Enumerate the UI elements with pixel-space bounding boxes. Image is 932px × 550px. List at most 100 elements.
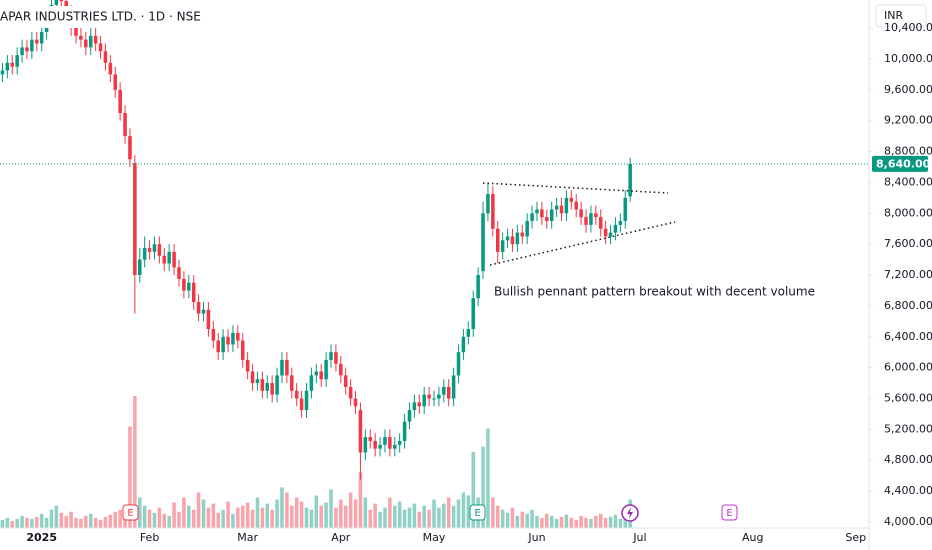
volume-bar — [10, 520, 15, 528]
candle-body — [260, 379, 265, 391]
volume-bar — [383, 507, 387, 528]
x-tick-label: Jun — [527, 531, 545, 544]
volume-bar — [44, 517, 49, 528]
candle-body — [98, 43, 103, 52]
volume-bar — [15, 518, 19, 528]
candle-body — [304, 390, 309, 411]
candle-body — [20, 47, 24, 56]
volume-bar — [59, 512, 64, 528]
candle-body — [290, 375, 294, 391]
candle-body — [299, 398, 304, 411]
candle-body — [314, 371, 319, 376]
volume-bar — [113, 511, 118, 528]
volume-bar — [79, 518, 83, 528]
volume-bar — [594, 515, 598, 528]
candle-body — [216, 340, 220, 353]
volume-bar — [446, 497, 451, 528]
volume-bar — [461, 492, 466, 528]
y-tick-label: 8,800.00 — [884, 145, 932, 158]
y-tick-label: 8,000.00 — [884, 206, 932, 219]
volume-bar — [334, 507, 338, 528]
volume-bar — [466, 495, 471, 528]
y-tick-label: 6,800.00 — [884, 299, 932, 312]
volume-bar — [275, 499, 279, 528]
y-tick-label: 6,400.00 — [884, 330, 932, 343]
event-badge[interactable] — [122, 504, 139, 521]
volume-bar — [495, 505, 500, 528]
volume-bar — [64, 515, 68, 528]
volume-bar — [211, 503, 216, 528]
volume-bar — [554, 518, 559, 528]
candle-body — [231, 332, 235, 345]
candle-body — [442, 386, 446, 395]
volume-bar — [187, 505, 191, 528]
volume-bar — [147, 509, 152, 528]
candle-body — [133, 163, 137, 276]
candle-body — [108, 62, 113, 75]
volume-bar — [221, 509, 225, 528]
candle-body — [265, 383, 270, 391]
volume-bar — [142, 505, 147, 528]
candle-body — [343, 375, 348, 387]
event-badge[interactable] — [721, 504, 738, 521]
volume-bar — [407, 507, 412, 528]
volume-bar — [270, 509, 274, 528]
volume-bar — [162, 513, 167, 528]
volume-bar — [437, 507, 441, 528]
volume-bar — [35, 516, 39, 528]
volume-bar — [422, 505, 426, 528]
candle-body — [412, 402, 417, 411]
volume-bar — [157, 507, 162, 528]
volume-bar — [598, 513, 603, 528]
candle-body — [226, 336, 230, 345]
candle-body — [471, 298, 475, 330]
volume-bar — [608, 516, 613, 528]
chart-title: APAR INDUSTRIES LTD. · 1D · NSE — [0, 10, 201, 24]
candle-body — [196, 302, 201, 314]
candle-body — [324, 359, 328, 380]
candle-body — [589, 213, 593, 225]
candle-body — [142, 248, 147, 260]
annotation: Bullish pennant pattern breakout with de… — [494, 285, 815, 299]
candle-body — [486, 194, 490, 214]
candle-body — [495, 228, 500, 252]
volume-bar — [481, 446, 485, 528]
event-badge[interactable] — [469, 504, 486, 521]
volume-bar — [152, 512, 157, 528]
candle-body — [285, 359, 289, 376]
candle-body — [540, 209, 544, 218]
volume-bar — [196, 492, 201, 528]
volume-bar — [309, 509, 314, 528]
candle-body — [309, 375, 314, 391]
candle-body — [564, 197, 569, 214]
candle-body — [456, 352, 461, 376]
candle-body — [123, 112, 127, 137]
y-axis-bg — [870, 0, 932, 550]
candle-body — [79, 35, 83, 40]
currency-box[interactable] — [875, 4, 927, 28]
y-tick-label: 5,200.00 — [884, 422, 932, 435]
volume-bar — [54, 505, 59, 528]
price-label: 8,640.00 — [876, 157, 931, 170]
volume-bar — [491, 497, 495, 528]
candle-body — [559, 205, 564, 214]
candle-body — [598, 217, 603, 229]
candle-body — [402, 421, 407, 441]
volume-bar — [353, 499, 358, 528]
candle-body — [623, 197, 628, 222]
volume-bar — [30, 518, 34, 528]
volume-bar — [84, 515, 88, 528]
candle-body — [84, 39, 88, 48]
volume-bar — [373, 503, 377, 528]
candle-body — [118, 89, 122, 113]
candle-body — [74, 28, 78, 36]
candle-body — [437, 394, 441, 399]
volume-bar — [515, 515, 520, 528]
volume-bar — [442, 503, 446, 528]
volume-bar — [294, 497, 299, 528]
volume-bar — [167, 515, 171, 528]
candle-body — [363, 437, 368, 453]
candle-body — [535, 209, 539, 214]
volume-bar — [137, 497, 142, 528]
volume-bar — [579, 515, 583, 528]
